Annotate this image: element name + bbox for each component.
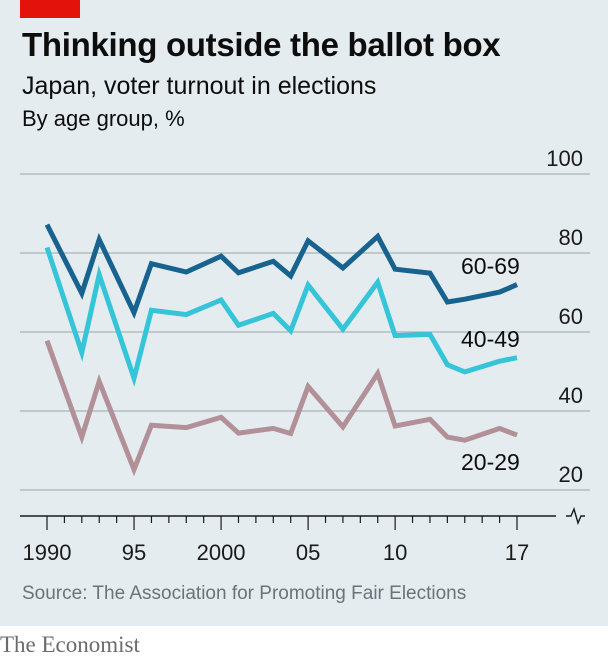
publisher-logo: The Economist — [0, 632, 140, 657]
brand-accent-bar — [20, 0, 80, 18]
chart-unit-note: By age group, % — [22, 106, 185, 131]
x-tick-label-1990: 1990 — [23, 540, 72, 565]
series-label-60-69: 60-69 — [461, 253, 520, 279]
y-tick-label-80: 80 — [559, 225, 583, 250]
series-lines — [44, 223, 518, 477]
x-tick-label-2017: 17 — [505, 540, 529, 565]
grid-lines — [20, 173, 590, 491]
series-label-20-29: 20-29 — [461, 449, 520, 475]
x-axis-ticks: 1990 95 2000 05 10 17 — [23, 516, 529, 565]
y-tick-label-20: 20 — [559, 462, 583, 487]
y-axis-ticks: 20 40 60 80 100 — [546, 146, 583, 487]
source-note: Source: The Association for Promoting Fa… — [22, 583, 467, 604]
y-tick-label-100: 100 — [546, 146, 583, 171]
line-chart: 20 40 60 80 100 1990 95 2000 05 10 17 60-69 40-49 2… — [20, 146, 590, 565]
x-tick-label-1995: 95 — [122, 540, 146, 565]
y-tick-label-40: 40 — [559, 383, 583, 408]
series-line-40-49 — [44, 246, 518, 388]
chart-subtitle: Japan, voter turnout in elections — [22, 72, 377, 100]
series-line-20-29 — [44, 339, 518, 477]
x-tick-label-2005: 05 — [296, 540, 320, 565]
series-line-60-69 — [44, 223, 518, 320]
chart-panel — [0, 0, 608, 626]
series-label-40-49: 40-49 — [461, 326, 520, 352]
series-labels: 60-69 40-49 20-29 — [461, 253, 520, 475]
x-tick-label-2000: 2000 — [197, 540, 246, 565]
x-tick-label-2010: 10 — [383, 540, 407, 565]
y-tick-label-60: 60 — [559, 304, 583, 329]
x-axis — [20, 506, 585, 526]
axis-break-icon — [566, 506, 585, 526]
chart-title: Thinking outside the ballot box — [22, 26, 501, 63]
